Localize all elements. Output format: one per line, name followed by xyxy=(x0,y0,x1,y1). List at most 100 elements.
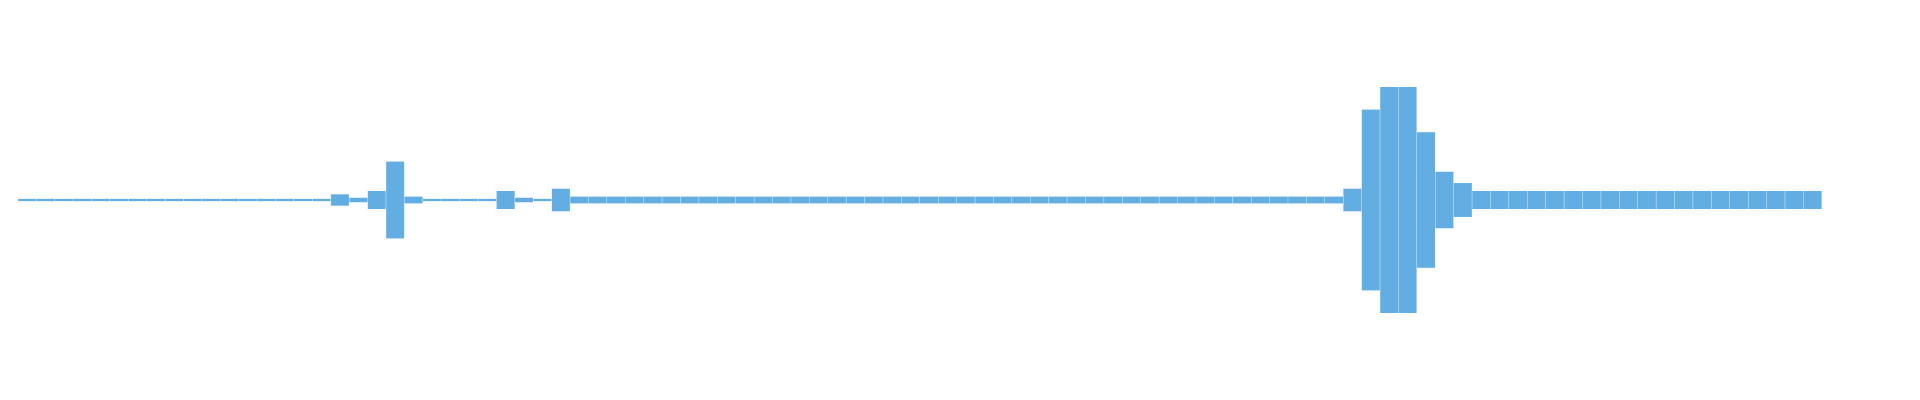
wave-segment xyxy=(1582,190,1601,210)
wave-segment xyxy=(1637,190,1656,210)
wave-segment xyxy=(459,198,478,202)
wave-segment xyxy=(202,198,221,202)
wave-segment xyxy=(1729,190,1748,210)
wave-segment xyxy=(1085,196,1104,204)
wave-segment xyxy=(330,194,349,206)
wave-segment xyxy=(864,196,883,204)
wave-segment xyxy=(993,196,1012,204)
wave-segment xyxy=(809,196,828,204)
wave-segment xyxy=(1785,190,1804,210)
wave-segment xyxy=(496,190,515,210)
wave-segment xyxy=(386,161,405,239)
wave-segment xyxy=(1766,190,1785,210)
wave-segment xyxy=(91,198,110,202)
wave-segment xyxy=(1030,196,1049,204)
wave-segment xyxy=(1490,190,1509,210)
wave-segment xyxy=(1509,190,1528,210)
wave-segment xyxy=(441,198,460,202)
wave-segment xyxy=(1472,190,1491,210)
wave-segment xyxy=(1545,190,1564,210)
wave-segment xyxy=(827,196,846,204)
wave-segment xyxy=(1122,196,1141,204)
wave-segment xyxy=(1177,196,1196,204)
wave-segment xyxy=(1324,196,1343,204)
wave-segment xyxy=(367,190,386,210)
wave-segment xyxy=(165,198,184,202)
wave-segment xyxy=(54,198,73,202)
wave-segment xyxy=(956,196,975,204)
wave-segment xyxy=(1288,196,1307,204)
wave-segment xyxy=(1104,196,1123,204)
wave-segment xyxy=(1159,196,1178,204)
wave-segment xyxy=(1601,190,1620,210)
wave-segment xyxy=(275,198,294,202)
wave-segment xyxy=(1803,190,1822,210)
wave-segment xyxy=(662,196,681,204)
wave-segment xyxy=(1306,196,1325,204)
wave-segment xyxy=(920,196,939,204)
wave-segment xyxy=(1380,87,1399,313)
wave-segment xyxy=(699,196,718,204)
wave-segment xyxy=(1343,188,1362,212)
wave-segment xyxy=(1711,190,1730,210)
wave-segment xyxy=(901,196,920,204)
wave-segment xyxy=(735,196,754,204)
wave-segment xyxy=(643,196,662,204)
wave-segment xyxy=(680,196,699,204)
wave-segment xyxy=(1361,109,1380,291)
wave-segment xyxy=(422,198,441,202)
wave-segment xyxy=(1619,190,1638,210)
wave-segment xyxy=(515,197,534,203)
wave-segment xyxy=(570,196,589,204)
wave-segment xyxy=(18,198,37,202)
wave-segment xyxy=(846,196,865,204)
wave-segment xyxy=(36,198,55,202)
wave-segment xyxy=(625,196,644,204)
wave-segment xyxy=(1435,171,1454,229)
wave-segment xyxy=(551,188,570,212)
wave-segment xyxy=(238,198,257,202)
wave-segment xyxy=(183,198,202,202)
wave-segment xyxy=(1048,196,1067,204)
wave-segment xyxy=(791,196,810,204)
wave-segment xyxy=(1251,196,1270,204)
wave-segment xyxy=(533,198,552,202)
wave-segment xyxy=(1012,196,1031,204)
wave-segment xyxy=(478,198,497,202)
wave-segment xyxy=(1232,196,1251,204)
wave-segment xyxy=(717,196,736,204)
wave-segment xyxy=(607,196,626,204)
wave-segment xyxy=(1269,196,1288,204)
wave-segment xyxy=(754,196,773,204)
wave-segment xyxy=(1564,190,1583,210)
wave-segment xyxy=(1748,190,1767,210)
wave-segment xyxy=(1527,190,1546,210)
wave-segment xyxy=(1693,190,1712,210)
wave-segment xyxy=(257,198,276,202)
wave-segment xyxy=(220,198,239,202)
wave-segment xyxy=(1067,196,1086,204)
wave-segment xyxy=(110,198,129,202)
wave-segment xyxy=(294,198,313,202)
wave-segment xyxy=(1453,183,1472,217)
wave-segment xyxy=(1398,87,1417,313)
wave-segment xyxy=(349,197,368,203)
wave-segment xyxy=(1674,190,1693,210)
wave-segment xyxy=(312,198,331,202)
wave-segment xyxy=(128,198,147,202)
wave-segment xyxy=(938,196,957,204)
wave-segment xyxy=(1656,190,1675,210)
wave-segment xyxy=(404,196,423,204)
wave-segment xyxy=(1214,196,1233,204)
wave-segment xyxy=(772,196,791,204)
wave-segment xyxy=(588,196,607,204)
wave-segment xyxy=(883,196,902,204)
wave-segment xyxy=(1417,132,1436,268)
wave-segment xyxy=(975,196,994,204)
wave-segment xyxy=(73,198,92,202)
wave-segment xyxy=(1140,196,1159,204)
wave-segment xyxy=(1196,196,1215,204)
wave-segment xyxy=(146,198,165,202)
